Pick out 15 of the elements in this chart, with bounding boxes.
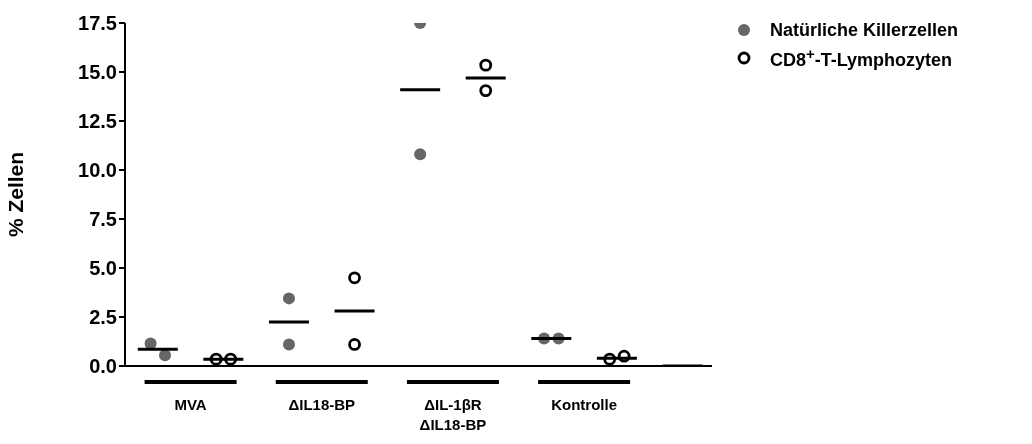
y-tick-label: 7.5 xyxy=(89,208,117,231)
x-tick-label: MVA xyxy=(174,396,207,413)
legend-label: Natürliche Killerzellen xyxy=(770,19,959,41)
y-tick-label: 15.0 xyxy=(78,61,117,84)
x-tick-label: Kontrolle xyxy=(551,396,618,413)
y-tick-label: 12.5 xyxy=(78,110,117,133)
y-tick-label: 2.5 xyxy=(89,306,117,329)
x-tick-label: ΔIL-1βR ΔIL18-BP xyxy=(419,396,487,433)
y-tick-label: 17.5 xyxy=(78,12,117,35)
legend-label: CD8$^{+}$-T-Lymphozyten xyxy=(770,45,953,71)
y-tick-label: 0.0 xyxy=(89,355,117,378)
y-axis-title: % Zellen xyxy=(4,151,28,238)
y-tick-label: 5.0 xyxy=(89,257,117,280)
y-tick-label: 10.0 xyxy=(78,159,117,182)
x-tick-label: ΔIL18-BP xyxy=(288,396,356,413)
